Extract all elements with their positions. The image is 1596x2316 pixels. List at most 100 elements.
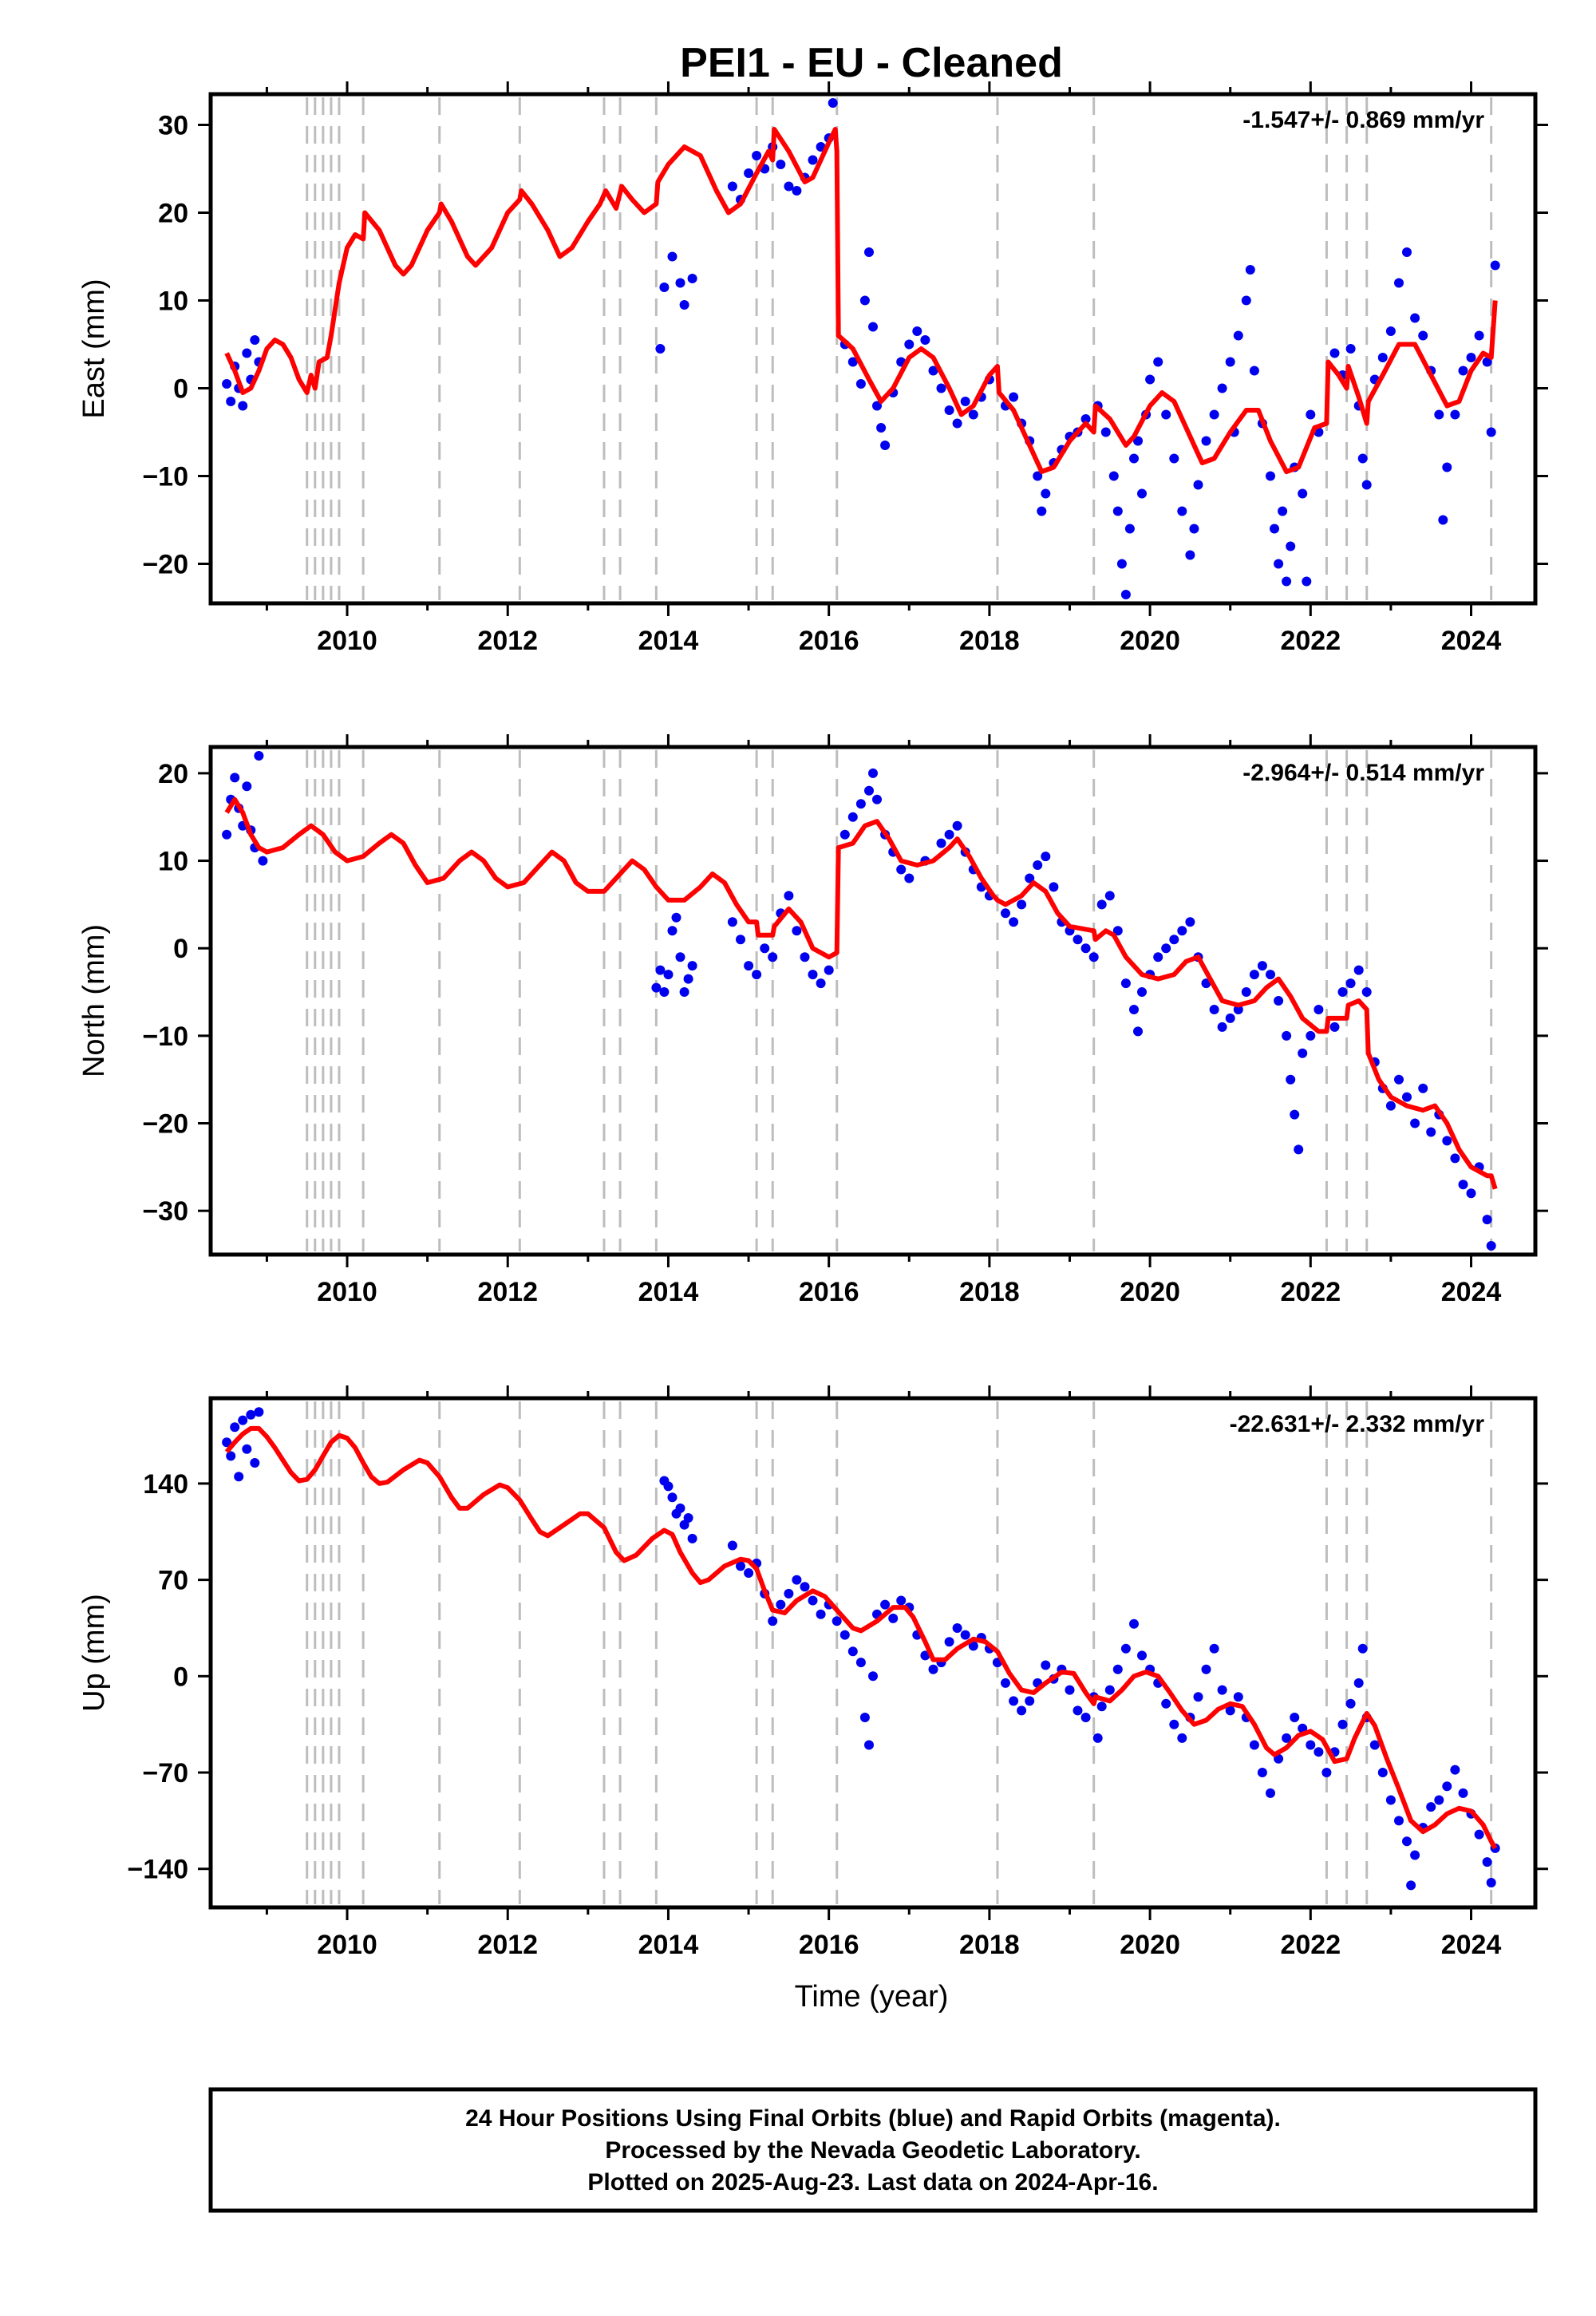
data-point (1490, 260, 1500, 271)
data-point (1201, 1664, 1211, 1674)
y-tick-label: −30 (142, 1196, 188, 1227)
data-point (1306, 409, 1316, 420)
data-point (792, 926, 802, 936)
velocity-label: -1.547+/- 0.869 mm/yr (1242, 107, 1484, 133)
data-point (1321, 1768, 1332, 1777)
data-point (944, 829, 954, 840)
data-point (760, 943, 770, 954)
data-point (784, 891, 794, 901)
y-tick-label: 20 (158, 199, 188, 229)
data-point (230, 1422, 240, 1433)
data-point (1294, 1144, 1304, 1155)
data-point (928, 1664, 938, 1674)
data-point (1137, 1650, 1147, 1661)
data-point (1233, 1005, 1243, 1014)
data-point (896, 1595, 907, 1606)
data-point (1112, 506, 1123, 516)
data-point (816, 978, 826, 989)
data-point (868, 322, 878, 332)
data-point (1394, 1816, 1404, 1826)
data-point (1161, 943, 1171, 954)
data-point (896, 864, 907, 875)
data-point (1282, 576, 1292, 587)
data-point (744, 168, 754, 178)
data-point (888, 1613, 899, 1623)
data-point (1298, 1048, 1308, 1058)
data-point (816, 1609, 826, 1619)
data-point (1278, 506, 1288, 516)
data-point (675, 1503, 685, 1513)
y-tick-label: 20 (158, 759, 188, 789)
data-point (1266, 471, 1275, 481)
data-point (944, 1637, 954, 1647)
data-point (1161, 1698, 1171, 1709)
data-point (1474, 330, 1484, 341)
data-point (1385, 1101, 1396, 1111)
data-point (1450, 1765, 1460, 1775)
data-point (1442, 1136, 1452, 1146)
x-tick-label: 2018 (959, 1277, 1020, 1307)
data-point (928, 366, 938, 376)
y-tick-label: 30 (158, 111, 188, 141)
data-point (1337, 1719, 1348, 1729)
data-point (1225, 1705, 1235, 1716)
data-point (234, 1472, 244, 1482)
data-point (1434, 409, 1444, 420)
y-tick-label: −70 (142, 1758, 188, 1788)
data-point (828, 98, 838, 108)
data-point (952, 418, 962, 429)
x-tick-label: 2022 (1280, 1930, 1341, 1960)
data-point (1406, 1880, 1416, 1891)
data-point (808, 970, 818, 980)
data-point (1474, 1829, 1484, 1840)
x-tick-label: 2022 (1280, 1277, 1341, 1307)
data-point (824, 965, 834, 975)
data-point (1482, 1857, 1492, 1867)
data-point (222, 829, 232, 840)
data-point (671, 912, 681, 923)
data-point (230, 773, 240, 783)
data-point (663, 970, 674, 980)
data-point (1073, 935, 1083, 945)
data-point (1169, 1719, 1179, 1729)
data-point (1129, 453, 1139, 464)
data-point (776, 1599, 786, 1610)
data-point (1092, 1733, 1103, 1743)
data-point (1482, 1215, 1492, 1225)
data-point (1217, 1022, 1227, 1032)
data-point (912, 326, 922, 336)
data-point (1017, 1705, 1027, 1716)
data-point (752, 151, 762, 160)
data-point (800, 952, 810, 962)
data-point (1009, 917, 1019, 927)
data-point (736, 1561, 745, 1571)
data-point (1410, 313, 1420, 323)
data-point (1402, 1092, 1412, 1102)
data-point (968, 1641, 978, 1651)
data-point (1329, 348, 1340, 358)
data-point (864, 247, 874, 257)
data-point (683, 974, 693, 984)
data-point (1025, 873, 1035, 883)
data-point (1442, 1781, 1452, 1792)
data-point (258, 856, 268, 866)
north-panel: 2010 2012 2014 2016 2018 2020 2022 2024−30−20−1… (77, 734, 1548, 1307)
data-point (1080, 414, 1091, 424)
y-tick-label: 0 (173, 374, 188, 405)
data-point (1009, 1696, 1019, 1706)
y-tick-label: 140 (143, 1469, 188, 1500)
data-point (1270, 524, 1279, 534)
data-point (808, 1595, 818, 1606)
data-point (1266, 970, 1275, 980)
data-point (952, 820, 962, 831)
data-point (792, 186, 802, 196)
footer-line-2: Processed by the Nevada Geodetic Laborat… (605, 2137, 1140, 2164)
x-tick-label: 2018 (959, 1930, 1020, 1960)
data-point (1037, 506, 1047, 516)
east-panel: 2010 2012 2014 2016 2018 2020 2022 2024 −20 −10 0 1… (77, 81, 1548, 656)
data-point (242, 1444, 252, 1454)
data-point (872, 794, 882, 804)
y-tick-label: −20 (142, 550, 188, 580)
data-point (679, 300, 689, 310)
x-tick-label: 2016 (799, 626, 859, 656)
